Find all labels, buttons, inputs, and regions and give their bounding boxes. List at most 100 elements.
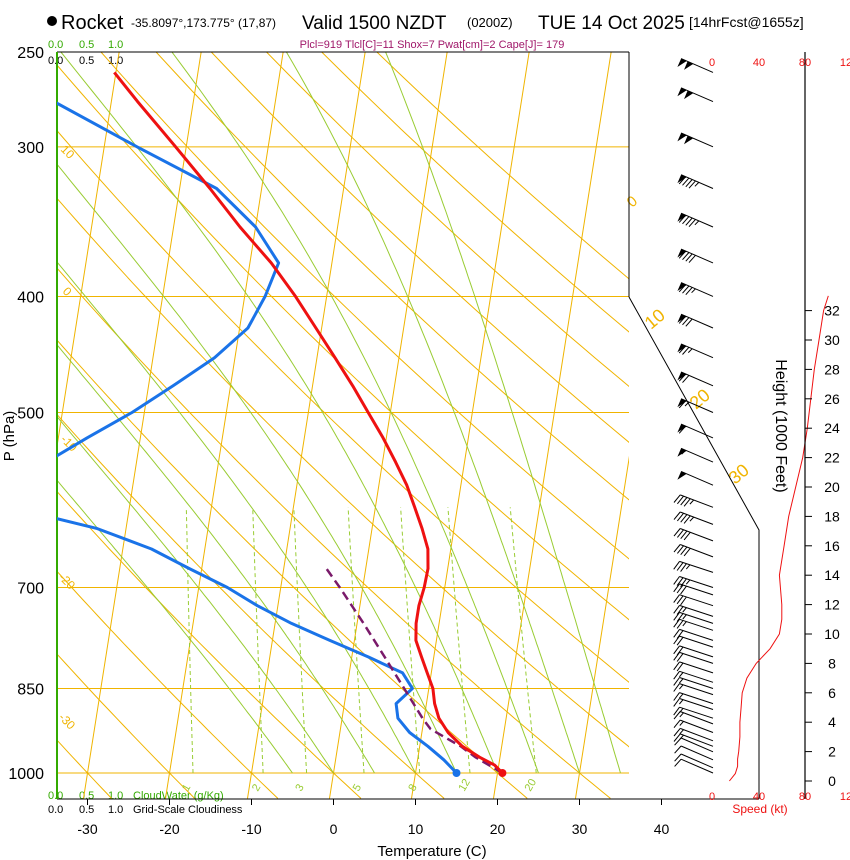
height-axis-title: Height (1000 Feet) bbox=[772, 359, 789, 492]
x-tick-label: 10 bbox=[408, 821, 424, 837]
wind-barb-feather bbox=[678, 373, 687, 382]
temperature-line bbox=[113, 71, 504, 775]
mixing-ratio-line bbox=[447, 507, 471, 774]
pressure-tick-label: 250 bbox=[17, 45, 44, 62]
isotherm-label: 10 bbox=[641, 305, 669, 333]
wind-barb-feather bbox=[677, 545, 684, 554]
wind-barb bbox=[673, 544, 714, 558]
wind-barb-feather bbox=[673, 576, 680, 585]
isotherm-line bbox=[740, 31, 850, 799]
moist-adiabat-line bbox=[57, 261, 416, 774]
cloudwater-tick: 0.5 bbox=[79, 790, 94, 802]
wind-barb-feather bbox=[674, 745, 682, 754]
wind-barb bbox=[677, 248, 714, 264]
wind-barb-feather bbox=[673, 635, 680, 645]
mixing-ratio-label: 1 bbox=[180, 782, 193, 793]
moist-adiabat-line bbox=[60, 52, 498, 774]
speed-tick: 0 bbox=[709, 57, 715, 69]
wind-barb bbox=[674, 745, 714, 761]
dry-adiabat-line bbox=[57, 490, 362, 799]
wind-barb bbox=[673, 594, 714, 607]
wind-barb-feather bbox=[688, 254, 696, 263]
wind-barb-feather bbox=[676, 653, 684, 662]
wind-barb-feather bbox=[673, 692, 680, 701]
cloudiness-tick: 0.0 bbox=[48, 804, 63, 816]
wind-barb-staff bbox=[679, 594, 714, 607]
wind-barb-feather bbox=[678, 284, 687, 293]
wind-barb-feather bbox=[677, 495, 684, 505]
wind-barb-feather bbox=[676, 613, 684, 622]
moist-adiabat-line bbox=[57, 479, 293, 774]
cloudwater-tick: 0.5 bbox=[79, 39, 94, 51]
wind-barb bbox=[673, 635, 714, 648]
isotherm-line bbox=[411, 52, 530, 799]
wind-barb-staff bbox=[679, 604, 714, 617]
moist-adiabat-line bbox=[171, 52, 539, 774]
wind-barb-staff bbox=[679, 683, 714, 696]
pressure-axis: 250 300 400 500 700 850 1000 bbox=[8, 45, 44, 783]
wind-barb-half-feather bbox=[689, 499, 695, 505]
mixing-ratio-label: 2 bbox=[250, 782, 263, 793]
wind-barb-feather bbox=[685, 287, 693, 296]
speed-tick: 12 bbox=[840, 791, 850, 803]
wind-barb-feather bbox=[676, 620, 684, 629]
wind-barb-pennant bbox=[677, 58, 687, 67]
wind-barb-feather bbox=[676, 577, 684, 586]
x-tick-label: -20 bbox=[159, 821, 179, 837]
wind-barb-pennant bbox=[677, 471, 687, 480]
mixing-ratio-line bbox=[252, 507, 264, 774]
wind-barb-pennant bbox=[677, 314, 687, 323]
wind-barb-feather bbox=[676, 606, 684, 615]
wind-speed-axis: 0 40 80 12 0 40 80 12 Speed (kt) bbox=[709, 57, 850, 816]
pressure-tick-label: 500 bbox=[17, 406, 44, 423]
speed-tick: 80 bbox=[799, 791, 811, 803]
wind-barb bbox=[673, 576, 714, 588]
wind-barb-staff bbox=[679, 706, 714, 719]
wind-barb-half-feather bbox=[694, 220, 700, 226]
wind-barb-pennant bbox=[677, 282, 687, 291]
height-tick-label: 14 bbox=[824, 567, 840, 583]
isotherm-label: -30 bbox=[56, 710, 78, 732]
cloudwater-tick: 0.0 bbox=[48, 790, 63, 802]
wind-barb-feather bbox=[682, 375, 690, 383]
temperature-axis: -30 -20 -10 0 10 20 30 40 bbox=[77, 799, 669, 837]
wind-barb-feather bbox=[673, 677, 680, 686]
wind-barb bbox=[673, 583, 714, 596]
wind-barb-feather bbox=[678, 315, 687, 324]
wind-barb-staff bbox=[680, 719, 714, 733]
height-tick-label: 0 bbox=[828, 773, 836, 789]
wind-barb-feather bbox=[674, 753, 682, 762]
dry-adiabat-line bbox=[265, 52, 629, 388]
wind-barb-feather bbox=[685, 217, 693, 226]
wind-barb bbox=[677, 423, 714, 439]
wind-barb-staff bbox=[679, 651, 714, 664]
wind-barb-staff bbox=[680, 494, 714, 508]
wind-barb-half-feather bbox=[679, 708, 684, 714]
wind-barb-feather bbox=[680, 596, 687, 606]
wind-barb-half-feather bbox=[682, 614, 687, 620]
pressure-tick-label: 400 bbox=[17, 289, 44, 306]
wind-barb-half-feather bbox=[694, 182, 700, 187]
wind-barb-feather bbox=[676, 584, 684, 594]
cloudiness-tick: 1.0 bbox=[108, 55, 123, 67]
dry-adiabat-line bbox=[155, 52, 629, 501]
moist-adiabat-line bbox=[57, 163, 457, 774]
dewpoint-line bbox=[57, 101, 458, 775]
wind-barb-staff bbox=[680, 528, 714, 542]
wind-barb-half-feather bbox=[689, 516, 695, 522]
mixing-ratio-line bbox=[347, 507, 365, 774]
wind-barb-staff bbox=[679, 698, 714, 710]
dry-adiabat-line bbox=[376, 52, 629, 280]
cloudwater-tick: 1.0 bbox=[108, 790, 123, 802]
dry-adiabat-line bbox=[57, 339, 528, 799]
wind-barb-pennant bbox=[684, 61, 694, 70]
wind-barb-half-feather bbox=[679, 721, 684, 726]
wind-barb-half-feather bbox=[679, 712, 684, 718]
wind-barb bbox=[677, 212, 714, 228]
wind-barb-half-feather bbox=[682, 607, 687, 613]
wind-barb bbox=[673, 628, 714, 641]
site-coords: -35.8097°,173.775° (17,87) bbox=[131, 16, 276, 30]
wind-barb-staff bbox=[679, 576, 714, 588]
wind-barb-feather bbox=[676, 646, 684, 656]
